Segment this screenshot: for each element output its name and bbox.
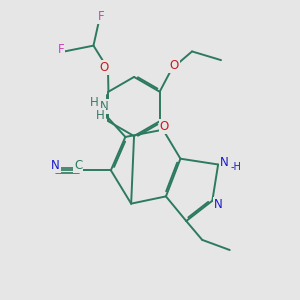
Text: O: O [99, 61, 108, 74]
Text: -H: -H [230, 162, 241, 172]
Text: O: O [169, 59, 179, 72]
Text: N: N [100, 100, 109, 113]
Text: N: N [220, 156, 229, 169]
Text: H: H [90, 96, 98, 109]
Text: N: N [51, 159, 60, 172]
Text: F: F [58, 44, 64, 56]
Text: O: O [160, 120, 169, 133]
Text: C: C [74, 159, 83, 172]
Text: F: F [98, 10, 104, 23]
Text: N: N [214, 198, 223, 211]
Text: H: H [96, 109, 105, 122]
